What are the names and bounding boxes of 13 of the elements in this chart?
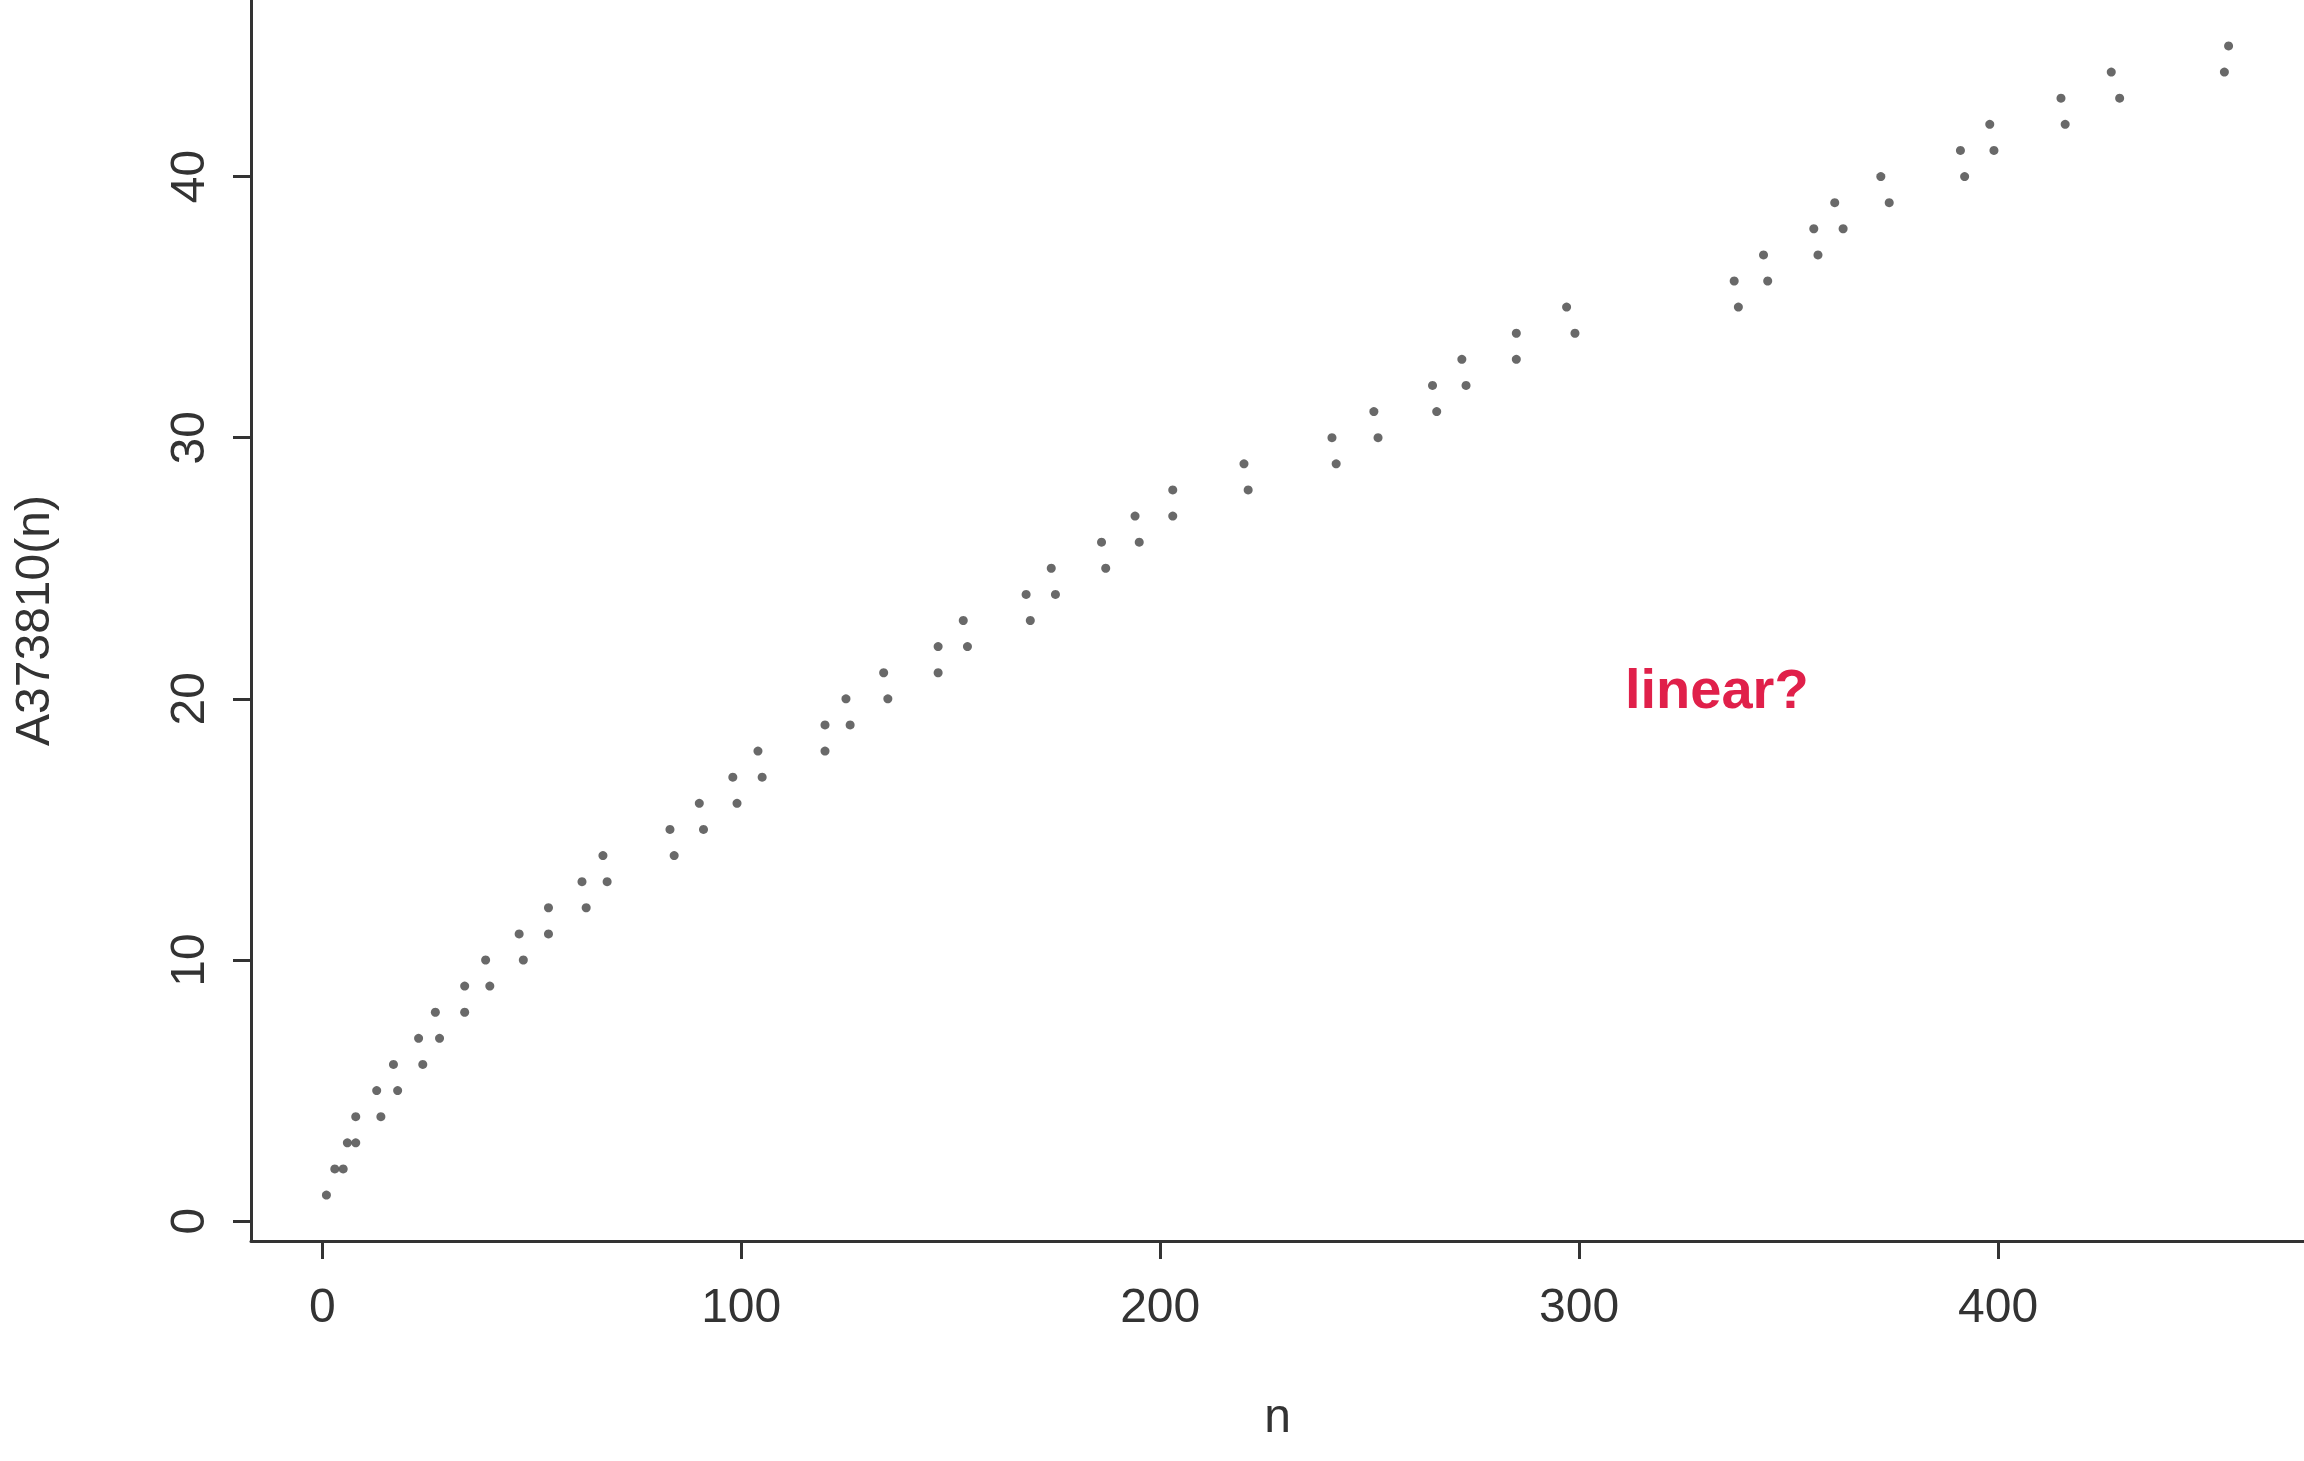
y-tick-label: 10: [160, 933, 214, 987]
x-tick-label: 100: [701, 1278, 782, 1332]
annotation: linear?: [1625, 656, 1809, 720]
y-axis-title: A373810(n): [5, 495, 59, 746]
x-tick-label: 0: [308, 1278, 336, 1332]
y-tick-label: 20: [160, 672, 214, 726]
x-tick-label: 200: [1120, 1278, 1201, 1332]
y-tick-label: 0: [160, 1207, 214, 1235]
y-tick-label: 40: [160, 149, 214, 204]
x-axis-title: n: [1264, 1388, 1291, 1442]
y-tick-label: 30: [160, 411, 214, 465]
x-tick-label: 400: [1958, 1278, 2039, 1332]
x-tick-label: 300: [1539, 1278, 1620, 1332]
